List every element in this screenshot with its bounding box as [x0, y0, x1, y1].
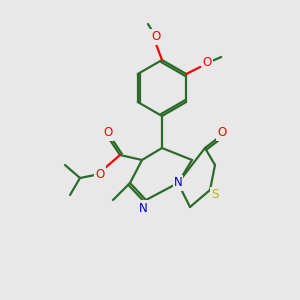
Text: O: O	[218, 127, 226, 140]
Text: O: O	[152, 31, 160, 44]
Text: O: O	[202, 56, 212, 70]
Text: O: O	[95, 167, 105, 181]
Text: O: O	[103, 127, 112, 140]
Text: S: S	[211, 188, 219, 202]
Text: N: N	[139, 202, 147, 214]
Text: N: N	[174, 176, 182, 190]
